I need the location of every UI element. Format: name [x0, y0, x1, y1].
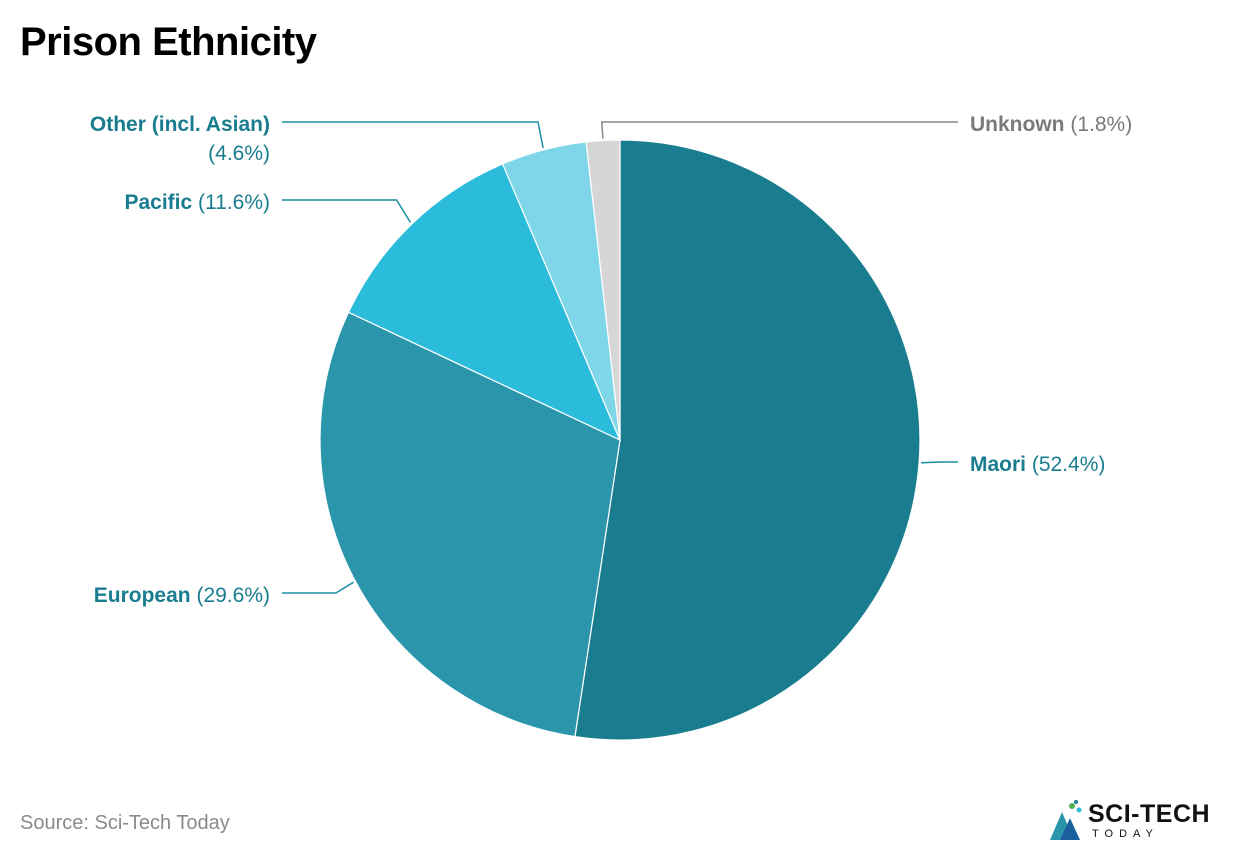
- slice-label-pacific: Pacific (11.6%): [124, 191, 270, 214]
- slice-label-value: (29.6%): [191, 584, 270, 607]
- leader-line-pacific: [282, 199, 412, 223]
- leader-line-maori: [921, 461, 958, 464]
- slice-label-maori: Maori (52.4%): [970, 453, 1105, 476]
- slice-label-value: (1.8%): [1065, 113, 1133, 136]
- pie-chart: Maori (52.4%) European (29.6%) Pacific (11…: [90, 113, 1132, 741]
- slice-label-name: Maori: [970, 453, 1026, 476]
- pie-slice-unknown: [585, 139, 621, 441]
- chart-title: Prison Ethnicity: [20, 20, 317, 64]
- leader-line-european: [282, 581, 354, 594]
- source-note: Source: Sci-Tech Today: [20, 812, 230, 834]
- pie-slice-pacific: [347, 163, 622, 442]
- slice-label-value: (52.4%): [1026, 453, 1105, 476]
- logo-subtext: TODAY: [1092, 828, 1159, 840]
- slice-label-name: Unknown: [970, 113, 1065, 136]
- leader-line-other-incl-asian: [282, 121, 544, 149]
- sci-tech-logo: SCI-TECH TODAY: [1046, 798, 1226, 844]
- logo-icon: [1050, 800, 1082, 840]
- pie-slice-european: [319, 311, 621, 738]
- slice-label-value-other-incl-asian: (4.6%): [208, 142, 270, 165]
- logo-text: SCI-TECH: [1088, 800, 1211, 828]
- leader-line-unknown: [600, 121, 958, 139]
- slice-label-unknown: Unknown (1.8%): [970, 113, 1132, 136]
- slice-label-name: Pacific: [124, 191, 192, 214]
- slice-label-name: European: [94, 584, 191, 607]
- slice-label-other-incl-asian: Other (incl. Asian): [90, 113, 270, 136]
- slice-label-european: European (29.6%): [94, 584, 270, 607]
- slice-label-name: Other (incl. Asian): [90, 113, 270, 136]
- slice-label-value: (11.6%): [192, 191, 270, 214]
- pie-slice-maori: [574, 139, 921, 741]
